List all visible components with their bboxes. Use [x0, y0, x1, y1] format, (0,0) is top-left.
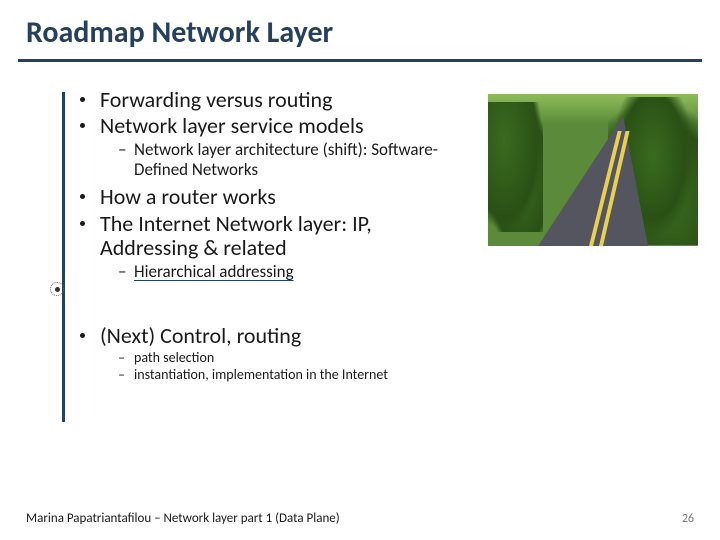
bullet-text: The Internet Network layer: IP, Addressi…	[100, 210, 372, 261]
bullet-level2-highlighted: Hierarchical addressing	[118, 262, 448, 282]
bullet-level3: path selection	[118, 350, 700, 367]
bullet-dot-icon	[80, 194, 85, 199]
bullet-dot-icon	[80, 123, 85, 128]
page-number: 26	[682, 512, 694, 526]
vertical-rule	[62, 92, 65, 422]
bullet-dot-icon	[80, 333, 85, 338]
bullet-dot-icon	[80, 221, 85, 226]
bullet-text: Forwarding versus routing	[100, 86, 332, 113]
bullet-level1: (Next) Control, routing	[80, 324, 700, 348]
bullet-level2: Network layer architecture (shift): Soft…	[118, 140, 448, 179]
bullet-dot-icon	[80, 97, 85, 102]
slide-title: Roadmap Network Layer	[0, 0, 720, 59]
footer-author: Marina Papatriantafilou – Network layer …	[26, 511, 340, 526]
bullet-text: Network layer service models	[100, 112, 364, 139]
bullet-text: How a router works	[100, 183, 276, 210]
current-topic-marker-icon	[50, 282, 64, 296]
footer: Marina Papatriantafilou – Network layer …	[26, 511, 694, 526]
bullet-level1: The Internet Network layer: IP, Addressi…	[80, 212, 460, 260]
bullet-level3: instantiation, implementation in the Int…	[118, 367, 700, 384]
bullet-text: (Next) Control, routing	[100, 322, 301, 349]
bullet-text: instantiation, implementation in the Int…	[134, 366, 388, 383]
road-illustration	[488, 94, 698, 246]
bullet-text: path selection	[134, 349, 214, 366]
trees-icon	[488, 102, 543, 232]
bullet-text: Network layer architecture (shift): Soft…	[134, 139, 438, 180]
bullet-text: Hierarchical addressing	[134, 261, 294, 282]
